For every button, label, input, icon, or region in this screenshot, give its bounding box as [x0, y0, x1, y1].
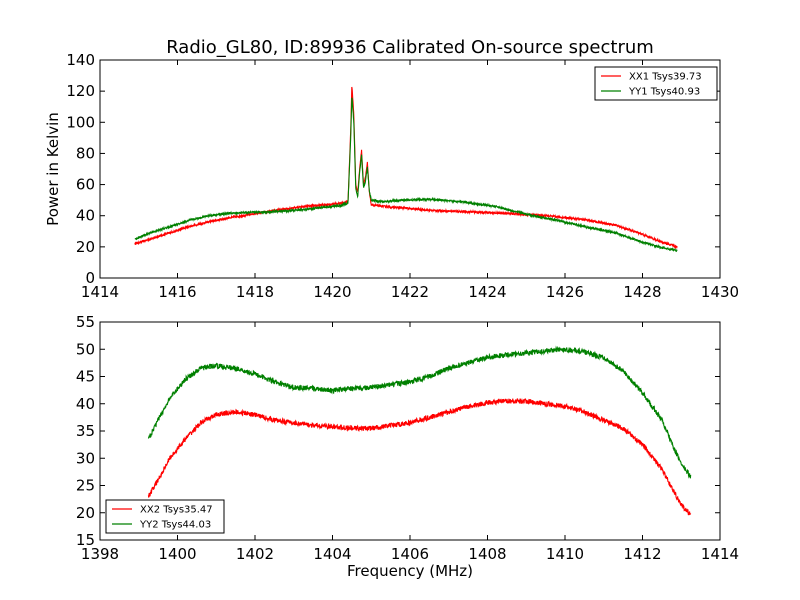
y-axis-label: Power in Kelvin	[44, 112, 62, 226]
x-tick-label: 1410	[546, 545, 584, 563]
x-tick-label: 1426	[546, 283, 584, 301]
series-line-xx	[134, 86, 678, 250]
y-tick-label: 35	[76, 422, 95, 440]
y-tick-label: 40	[76, 207, 95, 225]
legend-label: XX1 Tsys39.73	[629, 72, 702, 83]
y-tick-label: 55	[76, 313, 95, 331]
x-tick-label: 1414	[701, 545, 739, 563]
y-tick-label: 30	[76, 449, 95, 467]
y-tick-label: 45	[76, 368, 95, 386]
y-tick-label: 50	[76, 340, 95, 358]
top-panel: 1414 1416 1418 1420 1422 1424 1426 1428 1430 0 20 4…	[44, 51, 739, 301]
x-tick-label: 1398	[81, 545, 119, 563]
x-tick-label: 1412	[623, 545, 661, 563]
x-axis-label: Frequency (MHz)	[347, 562, 473, 580]
legend-box	[105, 499, 225, 534]
y-tick-label: 15	[76, 531, 95, 549]
x-tick-label: 1424	[468, 283, 506, 301]
y-tick-label: 20	[76, 238, 95, 256]
x-tick-label: 1406	[391, 545, 429, 563]
x-tick-label: 1430	[701, 283, 739, 301]
x-tick-label: 1400	[158, 545, 196, 563]
x-tick-label: 1428	[623, 283, 661, 301]
y-tick-label: 60	[76, 176, 95, 194]
y-tick-label: 25	[76, 477, 95, 495]
x-tick-label: 1420	[313, 283, 351, 301]
y-tick-label: 100	[66, 113, 95, 131]
y-tick-label: 120	[66, 82, 95, 100]
legend: XX1 Tsys39.73 YY1 Tsys40.93	[594, 66, 718, 101]
legend-box	[594, 66, 718, 101]
series-line-yy	[134, 97, 678, 253]
y-tick-label: 0	[85, 269, 95, 287]
x-tick-label: 1402	[236, 545, 274, 563]
y-tick-label: 80	[76, 144, 95, 162]
legend: XX2 Tsys35.47 YY2 Tsys44.03	[105, 499, 225, 534]
legend-label: XX2 Tsys35.47	[140, 505, 213, 516]
y-tick-label: 20	[76, 504, 95, 522]
legend-label: YY1 Tsys40.93	[628, 87, 700, 98]
y-tick-label: 140	[66, 51, 95, 69]
x-tick-label: 1422	[391, 283, 429, 301]
x-tick-label: 1416	[158, 283, 196, 301]
legend-label: YY2 Tsys44.03	[139, 520, 211, 531]
x-tick-label: 1418	[236, 283, 274, 301]
x-tick-label: 1404	[313, 545, 351, 563]
x-tick-label: 1408	[468, 545, 506, 563]
chart-title: Radio_GL80, ID:89936 Calibrated On-sourc…	[166, 37, 654, 58]
bottom-panel: 1398 1400 1402 1404 1406 1408 1410 1412 1414 15 20…	[76, 313, 739, 580]
series-line-yy	[147, 345, 692, 479]
y-tick-label: 40	[76, 395, 95, 413]
x-tick-label: 1414	[81, 283, 119, 301]
series-line-xx	[147, 397, 692, 516]
